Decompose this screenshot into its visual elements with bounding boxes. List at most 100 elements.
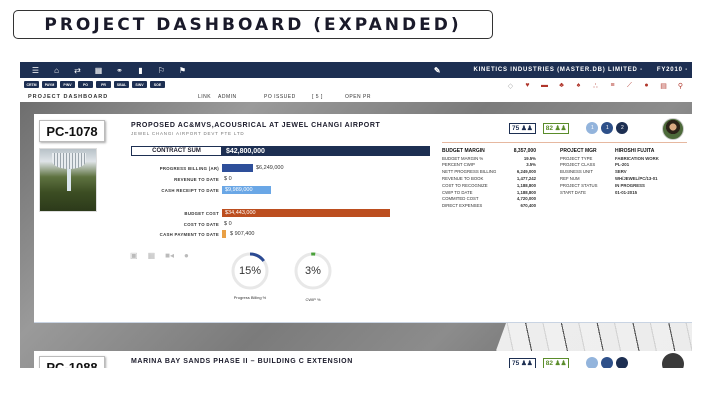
- photo-icon[interactable]: ▣: [130, 251, 138, 260]
- project-title[interactable]: PROPOSED AC&MVS,ACOUSRICAL AT JEWEL CHAN…: [131, 122, 381, 129]
- section-divider: [442, 142, 687, 143]
- budget-margin-label: BUDGET MARGIN: [442, 148, 485, 155]
- detail-row-label: PROJECT CLASS: [560, 162, 596, 168]
- nav-icon-group: ☰ ⌂ ⇄ ▦ ⚭ ▮ ⚐ ⚑: [20, 62, 193, 78]
- list-icon[interactable]: ≡: [610, 82, 615, 89]
- module-button-pinv[interactable]: PINV: [60, 81, 75, 88]
- record-icon[interactable]: ●: [183, 251, 189, 260]
- project-manager-avatar[interactable]: [662, 353, 684, 368]
- status-circle-3[interactable]: [616, 357, 629, 368]
- fiscal-year-selector[interactable]: FY2010 -: [656, 67, 688, 73]
- module-button-pr[interactable]: PR: [96, 81, 111, 88]
- bookmark-icon[interactable]: ▮: [138, 65, 143, 75]
- revenue-to-date-value: $ 0: [224, 176, 232, 182]
- cwip-gauge-value: 3%: [305, 265, 321, 277]
- hierarchy-icon[interactable]: ♠: [576, 82, 581, 89]
- video-icon[interactable]: ■◂: [165, 251, 174, 260]
- detail-row-value: 01-01-2015: [615, 189, 637, 195]
- users-icon[interactable]: ∴: [593, 83, 598, 90]
- heart-pulse-icon[interactable]: ♥: [525, 82, 530, 89]
- cost-to-date-value: $ 0: [224, 221, 232, 227]
- budget-row-value: 1,477,242: [516, 176, 536, 182]
- budget-row-value: 19.5%: [523, 155, 536, 161]
- calendar-icon[interactable]: ▦: [147, 251, 156, 260]
- budget-row-label: COMMITED COST: [442, 196, 479, 202]
- open-pr-label[interactable]: OPEN PR: [345, 94, 372, 100]
- project-code[interactable]: PC-1088: [39, 356, 105, 368]
- project-badges: 75 ♟♟ 82 ♟♟: [509, 357, 631, 368]
- sitemap-icon[interactable]: ♣: [559, 82, 564, 89]
- module-button-paym[interactable]: PAYM: [42, 81, 57, 88]
- headcount-badge-green[interactable]: 82 ♟♟: [542, 357, 570, 368]
- headcount-badge-green[interactable]: 82 ♟♟: [542, 122, 570, 134]
- status-circle-1[interactable]: [586, 357, 599, 368]
- flag-icon[interactable]: ⚑: [178, 65, 187, 75]
- transfer-icon[interactable]: ⇄: [74, 65, 81, 75]
- people-icon: ♟♟: [552, 360, 567, 367]
- project-code[interactable]: PC-1078: [39, 120, 105, 142]
- status-circle-3[interactable]: 2: [616, 122, 629, 134]
- module-button-sbal[interactable]: SBAL: [114, 81, 129, 88]
- pie-chart-icon[interactable]: ●: [644, 82, 649, 89]
- cwip-gauge-label: CWIP %: [305, 297, 321, 302]
- link-icon[interactable]: ⚭: [116, 65, 123, 75]
- company-selector[interactable]: KINETICS INDUSTRIES (MASTER.DB) LIMITED …: [473, 67, 643, 73]
- headcount-badge-blue[interactable]: 75 ♟♟: [509, 122, 536, 134]
- module-button-po[interactable]: PO: [78, 81, 93, 88]
- budget-cost-bar: $34,443,000: [222, 209, 390, 217]
- diamond-icon[interactable]: ◇: [507, 83, 514, 90]
- nav-right: ✎ KINETICS INDUSTRIES (MASTER.DB) LIMITE…: [434, 66, 692, 75]
- detail-row-value: SERV: [615, 169, 627, 175]
- app-window: ☰ ⌂ ⇄ ▦ ⚭ ▮ ⚐ ⚑ ✎ KINETICS INDUSTRIES (M…: [20, 62, 692, 368]
- cash-receipt-value: $9,989,000: [225, 187, 253, 193]
- cash-payment-value: $ 907,400: [230, 231, 255, 237]
- status-circle-1[interactable]: 1: [586, 122, 599, 134]
- budget-row-label: CWIP TO DATE: [442, 189, 473, 195]
- map-icon[interactable]: ▦: [94, 65, 103, 75]
- detail-row-label: BUSINESS UNIT: [560, 169, 593, 175]
- budget-row-label: NETT PROGRESS BILLING: [442, 169, 497, 175]
- detail-row-label: PROJECT STATUS: [560, 182, 598, 188]
- flag-outline-icon[interactable]: ⚐: [157, 65, 166, 75]
- project-mgr-value: HIROSHI FUJITA: [615, 148, 655, 155]
- revenue-to-date-label: REVENUE TO DATE: [174, 177, 219, 182]
- ticket-icon[interactable]: ✎: [433, 65, 442, 75]
- admin-menu[interactable]: ADMIN: [218, 94, 237, 100]
- module-button-sinv[interactable]: SINV: [132, 81, 147, 88]
- module-button-crtm[interactable]: CRTM: [24, 81, 39, 88]
- home-icon[interactable]: ⌂: [54, 65, 59, 75]
- cwip-gauge: 3%: [293, 251, 333, 291]
- link-menu[interactable]: LINK: [198, 94, 212, 100]
- status-circle-2[interactable]: [601, 357, 614, 368]
- headcount-badge-blue[interactable]: 75 ♟♟: [509, 357, 536, 368]
- budget-row-value: 6,249,000: [516, 169, 536, 175]
- people-icon: ♟♟: [519, 360, 533, 367]
- progress-billing-gauge: 15%: [230, 251, 270, 291]
- map-pin-icon[interactable]: ⚲: [677, 83, 684, 90]
- budget-cost-value: $34,443,000: [225, 210, 256, 216]
- project-badges: 75 ♟♟ 82 ♟♟ 1 1 2: [509, 122, 631, 134]
- top-navbar: ☰ ⌂ ⇄ ▦ ⚭ ▮ ⚐ ⚑ ✎ KINETICS INDUSTRIES (M…: [20, 62, 692, 78]
- progress-billing-gauge-label: Progress Billing %: [233, 295, 267, 300]
- sub-header: PROJECT DASHBOARD LINK ADMIN PO ISSUED […: [20, 92, 692, 102]
- people-icon: ♟♟: [552, 125, 567, 132]
- cost-to-date-label: COST TO DATE: [183, 222, 219, 227]
- project-manager-avatar[interactable]: [662, 118, 684, 140]
- status-circle-2[interactable]: 1: [601, 122, 614, 134]
- module-button-soe[interactable]: SOE: [150, 81, 165, 88]
- detail-row-label: START DATE: [560, 189, 586, 195]
- detail-row-label: REF NUM: [560, 176, 580, 182]
- detail-row-value: WH/JEWEL/PC/13-01: [615, 176, 658, 182]
- gauge-ring-icon: [231, 252, 269, 290]
- contract-sum-value: $42,800,000: [226, 147, 265, 155]
- project-title[interactable]: MARINA BAY SANDS PHASE II – BUILDING C E…: [131, 358, 353, 365]
- line-chart-icon[interactable]: ⟋: [627, 82, 632, 89]
- contract-sum-bar: $42,800,000: [222, 146, 430, 156]
- calendar-icon[interactable]: ▤: [660, 83, 667, 90]
- media-icons: ▣ ▦ ■◂ ●: [130, 251, 189, 260]
- slide-bottom-margin: [0, 368, 711, 400]
- menu-icon[interactable]: ☰: [31, 65, 40, 75]
- po-issued-label[interactable]: PO ISSUED: [264, 94, 296, 100]
- people-icon: ♟♟: [519, 125, 533, 132]
- briefcase-icon[interactable]: ▬: [541, 82, 548, 89]
